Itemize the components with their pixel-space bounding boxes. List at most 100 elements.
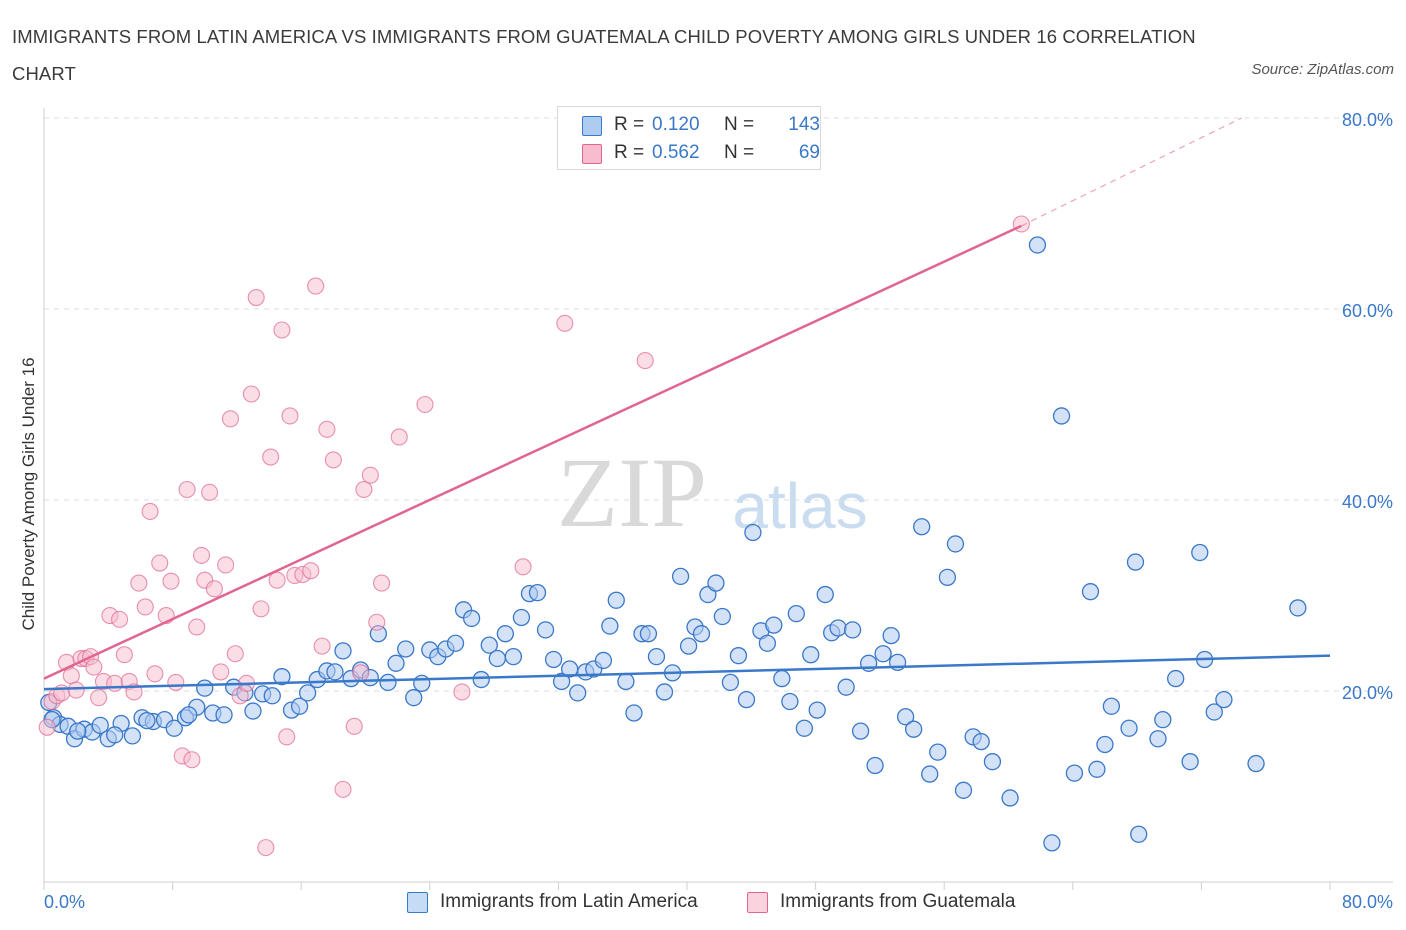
point-guatemala [345,717,363,735]
point-latin-america [692,625,711,643]
point-latin-america [528,583,547,602]
point-latin-america [413,674,431,693]
point-guatemala [178,480,196,499]
chart-title: IMMIGRANTS FROM LATIN AMERICA VS IMMIGRA… [12,26,1196,84]
point-latin-america [758,634,777,652]
point-guatemala [205,580,223,598]
point-latin-america [737,690,756,709]
point-guatemala [141,502,159,521]
point-latin-america [569,684,587,702]
point-guatemala [262,448,280,466]
legend-label: Immigrants from Guatemala [780,891,1016,912]
point-guatemala [334,780,352,798]
point-latin-america [334,642,352,660]
legend-r-label: R = [614,114,645,135]
point-latin-america [905,720,923,738]
point-latin-america [781,692,799,711]
watermark: ZIP atlas [557,437,868,548]
series-latin-america [40,236,1307,852]
point-latin-america [496,625,515,643]
point-latin-america [379,673,397,692]
point-guatemala [361,466,379,484]
point-guatemala [201,483,219,501]
point-latin-america [1120,719,1138,737]
point-guatemala [252,600,270,618]
point-latin-america [512,608,531,627]
point-guatemala [556,314,574,332]
point-latin-america [647,647,666,666]
y-axis-label: Child Poverty Among Girls Under 16 [19,357,38,630]
point-latin-america [921,765,939,783]
point-guatemala [38,718,56,736]
point-latin-america [721,673,740,692]
point-guatemala [636,352,654,370]
point-latin-america [298,684,317,702]
point-guatemala [151,554,169,572]
correlation-legend: R = 0.120 N = 143 R = 0.562 N = 69 [557,106,821,170]
point-latin-america [594,651,613,670]
point-guatemala [373,574,391,592]
point-latin-america [843,621,862,639]
trend-line-guatemala [43,224,1022,680]
point-latin-america [625,704,643,722]
legend-n-value: 143 [788,114,820,135]
point-latin-america [829,619,847,637]
point-guatemala [318,420,336,438]
point-latin-america [326,663,344,681]
point-latin-america [607,591,625,609]
point-latin-america [787,604,805,623]
point-guatemala [183,751,201,769]
point-latin-america [165,719,183,737]
point-latin-america [1154,711,1172,729]
point-guatemala [85,658,103,676]
point-latin-america [1028,236,1047,254]
axes [43,108,1393,890]
point-latin-america [765,616,783,634]
point-guatemala [217,556,235,574]
point-guatemala [67,681,85,699]
point-latin-america [816,585,834,604]
point-latin-america [544,650,563,669]
point-latin-america [1088,760,1106,778]
point-latin-america [1215,690,1233,709]
point-latin-america [601,617,619,635]
point-latin-america [138,711,156,730]
watermark-zip: ZIP [557,437,707,548]
tick-labels: 20.0% 40.0% 60.0% 80.0% 0.0% 80.0% [44,110,1393,912]
point-guatemala [273,321,291,339]
point-latin-america [896,708,915,726]
legend-n-value: 69 [798,142,820,163]
point-latin-america [536,621,555,639]
trend-lines [43,117,1331,691]
point-latin-america [1052,407,1071,425]
point-latin-america [397,640,415,658]
point-guatemala [355,480,373,499]
point-guatemala [247,288,265,307]
point-latin-america [1081,583,1100,601]
point-latin-america [729,647,748,665]
point-guatemala [188,618,206,636]
point-guatemala [111,610,129,628]
point-latin-america [1096,735,1114,754]
legend-swatch-pink [747,892,768,913]
point-guatemala [368,613,386,631]
point-latin-america [1205,703,1223,721]
point-latin-america [1001,789,1019,807]
point-guatemala [242,385,260,403]
point-latin-america [795,719,813,737]
point-latin-america [851,722,870,740]
point-guatemala [416,395,434,414]
point-guatemala [136,598,154,616]
point-guatemala [514,558,532,576]
point-guatemala [162,572,180,590]
legend-swatch-blue [582,116,602,136]
trend-extension-guatemala [1021,117,1242,227]
series-legend: Immigrants from Latin America Immigrants… [0,888,1406,916]
point-latin-america [472,670,490,689]
point-latin-america [244,702,262,720]
point-latin-america [866,756,884,775]
point-guatemala [226,645,244,663]
point-latin-america [387,654,405,672]
point-latin-america [983,753,1002,771]
